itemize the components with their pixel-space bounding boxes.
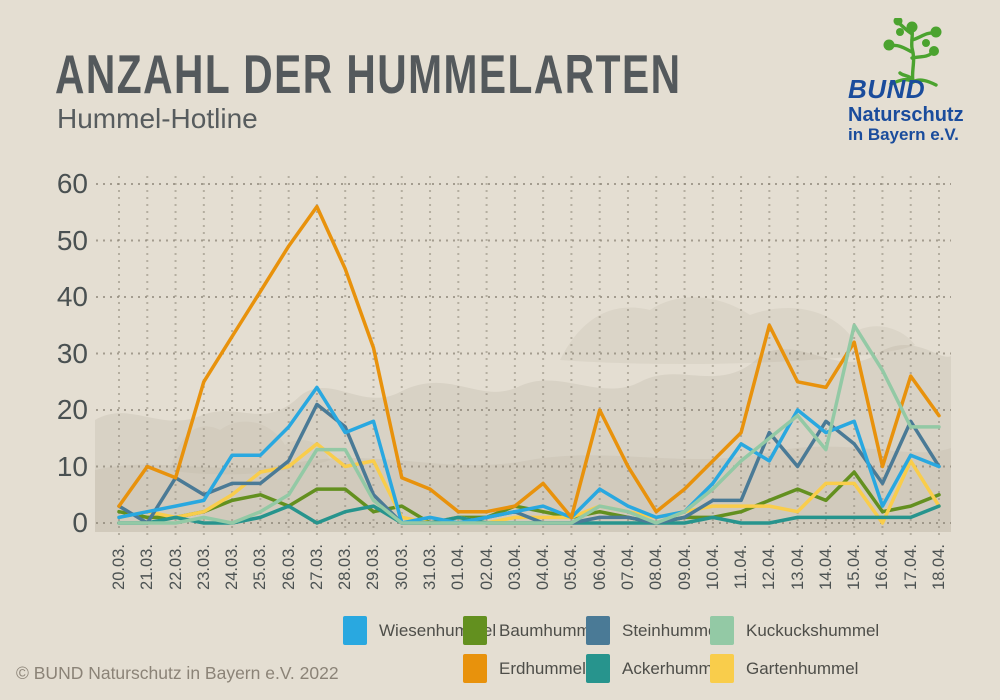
legend-label: Gartenhummel bbox=[746, 659, 859, 678]
series-layer bbox=[117, 204, 941, 525]
x-tick-label: 06.04. bbox=[590, 544, 609, 590]
logo-bund-wordmark: BUND bbox=[848, 74, 926, 104]
x-tick-label: 24.03. bbox=[223, 544, 242, 590]
x-tick-label: 30.03. bbox=[392, 544, 411, 590]
y-tick-label: 60 bbox=[56, 168, 88, 199]
x-tick-label: 04.04. bbox=[534, 544, 553, 590]
page-title-text: ANZAHL DER HUMMELARTEN bbox=[55, 43, 682, 105]
bund-tree-icon bbox=[883, 18, 942, 87]
meadow-texture bbox=[95, 297, 951, 532]
x-tick-label: 05.04. bbox=[562, 544, 581, 590]
legend-swatch bbox=[586, 616, 610, 645]
legend-label: Ackerhummel bbox=[622, 659, 726, 678]
x-tick-label: 17.04. bbox=[901, 544, 920, 590]
x-tick-label: 23.03. bbox=[194, 544, 213, 590]
legend-label: Baumhummel bbox=[499, 621, 604, 640]
series-line-kuckuckshummel bbox=[117, 323, 941, 525]
x-tick-label: 26.03. bbox=[279, 544, 298, 590]
copyright-footer: © BUND Naturschutz in Bayern e.V. 2022 bbox=[16, 663, 339, 683]
x-tick-label: 07.04. bbox=[618, 544, 637, 590]
legend-swatch bbox=[463, 654, 487, 683]
legend-label: Steinhummel bbox=[622, 621, 722, 640]
legend-swatch bbox=[343, 616, 367, 645]
series-line-erdhummel bbox=[117, 204, 941, 520]
x-tick-label: 01.04. bbox=[449, 544, 468, 590]
x-tick-label: 11.04. bbox=[732, 544, 751, 590]
bund-logo: BUND Naturschutz in Bayern e.V. bbox=[824, 18, 964, 148]
x-tick-label: 08.04. bbox=[647, 544, 666, 590]
x-tick-label: 27.03. bbox=[307, 544, 326, 590]
page-title: ANZAHL DER HUMMELARTEN bbox=[55, 42, 902, 106]
x-tick-label: 31.03. bbox=[421, 544, 440, 590]
x-tick-label: 21.03. bbox=[138, 544, 157, 590]
logo-bayern-text: in Bayern e.V. bbox=[848, 125, 959, 144]
y-tick-label: 10 bbox=[56, 450, 88, 482]
y-tick-label: 40 bbox=[56, 281, 88, 312]
x-tick-label: 13.04. bbox=[788, 544, 807, 590]
page-subtitle: Hummel-Hotline bbox=[57, 103, 258, 134]
x-tick-label: 28.03. bbox=[336, 544, 355, 590]
logo-naturschutz-text: Naturschutz bbox=[848, 104, 964, 126]
series-line-steinhummel bbox=[117, 402, 941, 525]
x-tick-label: 18.04. bbox=[930, 544, 948, 590]
x-tick-label: 29.03. bbox=[364, 544, 383, 590]
x-tick-label: 14.04. bbox=[816, 544, 835, 590]
legend-label: Kuckuckshummel bbox=[746, 621, 880, 640]
legend-swatch bbox=[710, 654, 734, 683]
y-tick-label: 30 bbox=[56, 337, 88, 369]
series-line-wiesenhummel bbox=[117, 385, 941, 525]
legend-swatch bbox=[710, 616, 734, 645]
x-tick-label: 10.04. bbox=[703, 544, 722, 590]
x-tick-label: 22.03. bbox=[166, 544, 185, 590]
legend-swatch bbox=[586, 654, 610, 683]
x-tick-label: 12.04. bbox=[760, 544, 779, 590]
x-tick-label: 20.03. bbox=[110, 544, 128, 590]
x-tick-label: 09.04. bbox=[675, 544, 694, 590]
legend-swatch bbox=[463, 616, 487, 645]
x-tick-label: 02.04. bbox=[477, 544, 496, 590]
x-tick-label: 03.04. bbox=[505, 544, 524, 590]
y-tick-label: 50 bbox=[56, 224, 88, 256]
legend-label: Erdhummel bbox=[499, 659, 586, 678]
x-tick-label: 25.03. bbox=[251, 544, 270, 590]
x-tick-label: 15.04. bbox=[845, 544, 864, 590]
x-tick-label: 16.04. bbox=[873, 544, 892, 590]
y-tick-label: 0 bbox=[72, 507, 88, 538]
y-tick-label: 20 bbox=[56, 394, 88, 425]
